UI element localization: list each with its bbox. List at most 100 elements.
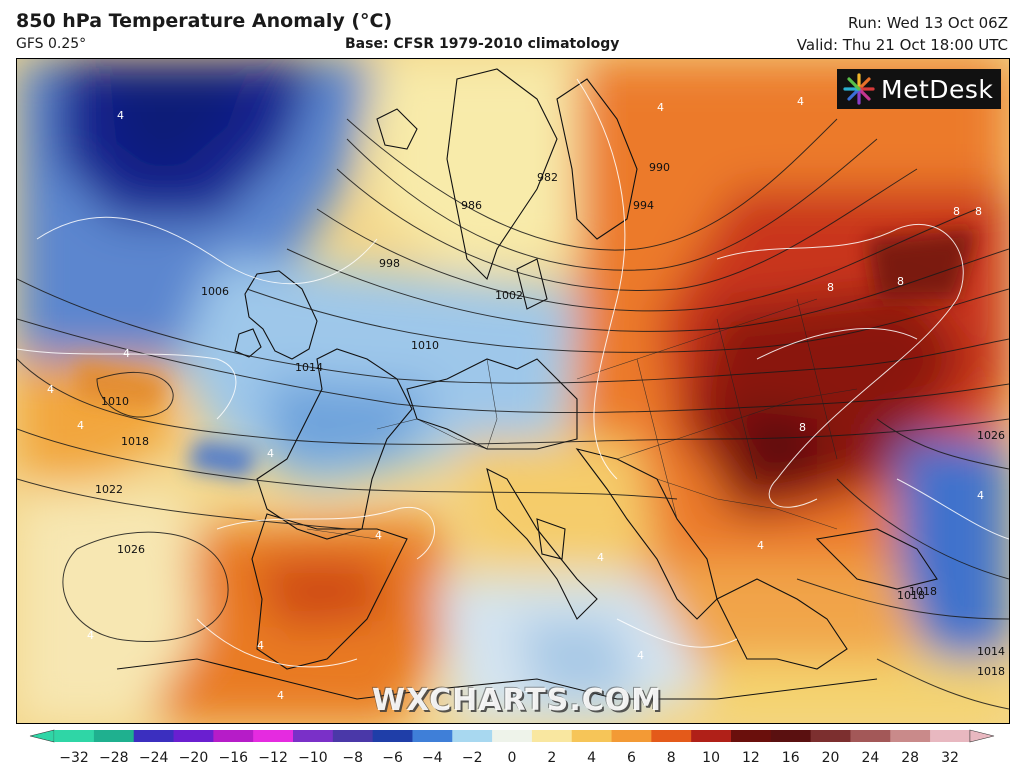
colorbar-max-arrow [969,729,995,743]
colorbar-swatch [930,730,971,742]
colorbar-swatch [531,730,573,742]
colorbar-swatch [651,730,692,742]
anomaly-label: 4 [757,539,764,552]
colorbar-tick-label: 24 [861,750,880,766]
anomaly-label: 4 [117,109,124,122]
colorbar-swatch [412,730,453,742]
anomaly-label: 4 [597,551,604,564]
anomaly-label: 4 [657,101,664,114]
colorbar-tick-label: 12 [741,750,760,766]
anomaly-label: 4 [257,639,264,652]
colorbar-swatch [93,730,135,742]
isobar-label: 1014 [977,645,1005,658]
colorbar-swatch [611,730,652,742]
isobar-label: 1002 [495,289,523,302]
colorbar-swatch [293,730,334,742]
anomaly-label: 4 [977,489,984,502]
isobar-label: 1026 [117,543,145,556]
anomaly-label: 4 [77,419,84,432]
colorbar-tick-label: 28 [901,750,920,766]
anomaly-contours [17,78,1009,668]
colorbar-swatch [332,730,374,742]
anomaly-field [17,59,1009,723]
colorbar-swatch [492,730,533,742]
colorbar-swatch [850,730,891,742]
isobar-label: 1018 [121,435,149,448]
colorbar-tick-label: −10 [298,750,328,766]
anomaly-label: 4 [277,689,284,702]
isobar-label: 1018 [909,585,937,598]
colorbar-tick-label: −24 [138,750,169,766]
map-canvas: 1002998986982990994100610101014101010181… [17,59,1009,723]
anomaly-label: 8 [953,205,960,218]
isobar-label: 998 [379,257,400,270]
isobar-label: 1018 [897,589,925,602]
colorbar-min-arrow [29,729,55,743]
colorbar-tick-label: 0 [507,750,517,766]
colorbar-swatch [890,730,931,742]
isobar-label: 1010 [101,395,129,408]
colorbar-tick-label: 8 [666,750,676,766]
country-borders [306,298,858,540]
colorbar-tick-label: −6 [382,750,403,766]
colorbar-strip [29,729,995,743]
isobar-label: 994 [633,199,654,212]
colorbar-swatch [452,730,493,742]
colorbar-tick-label: 10 [702,750,720,766]
colorbar-swatch [691,730,732,742]
logo-text: MetDesk [881,74,994,104]
anomaly-label: 4 [797,95,804,108]
anomaly-label: 8 [799,421,806,434]
colorbar-swatch [253,730,294,742]
isobar-label: 1014 [295,361,323,374]
valid-time-label: Valid: Thu 21 Oct 18:00 UTC [796,36,1008,54]
anomaly-label: 4 [637,649,644,662]
colorbar-tick-label: −4 [422,750,443,766]
base-climatology-label: Base: CFSR 1979-2010 climatology [345,36,620,52]
anomaly-label: 4 [375,529,382,542]
colorbar-swatch [571,730,613,742]
colorbar-swatch [731,730,772,742]
colorbar-tick-label: −2 [461,750,483,766]
colorbar-tick-label: 32 [941,750,959,766]
isobars [17,118,1009,710]
chart-title: 850 hPa Temperature Anomaly (°C) [16,10,393,32]
colorbar-tick-label: 20 [821,750,840,766]
isobar-label: 986 [461,199,482,212]
colorbar-tick-label: 16 [781,750,800,766]
anomaly-map[interactable]: 1002 998 986 982 990 994 1006 1010 1014 1010 1018 1… [16,58,1010,724]
colorbar-tick-label: −16 [218,750,249,766]
isobar-label: 990 [649,161,670,174]
anomaly-label: 8 [827,281,834,294]
colorbar-swatch [810,730,851,742]
anomaly-label: 4 [87,629,94,642]
metdesk-logo: MetDesk [837,69,1001,109]
colorbar-swatch [770,730,812,742]
isobar-labels: 1002998986982990994100610101014101010181… [95,161,1005,678]
colorbar-tick-label: −12 [258,750,288,766]
colorbar-tick-label: −32 [59,750,89,766]
colorbar-swatch [54,730,95,742]
anomaly-label: 4 [123,347,130,360]
run-time-label: Run: Wed 13 Oct 06Z [848,14,1008,32]
isobar-label: 1018 [977,665,1005,678]
isobar-label: 1006 [201,285,229,298]
metdesk-starburst-icon [843,73,875,105]
anomaly-label: 8 [897,275,904,288]
coastlines [116,68,938,700]
colorbar-swatch [213,730,254,742]
isobar-label: 1010 [411,339,439,352]
colorbar: −32 −28 −24 −20 −16 −12 −10 −8 −6 −4 −2 0 2 4 6 8 10 12 16… [0,728,1024,784]
isobar-label: 1022 [95,483,123,496]
anomaly-label: 4 [47,383,54,396]
colorbar-tick-label: 6 [626,750,636,766]
watermark: WXCHARTS.COM [372,683,663,718]
anomaly-label: 4 [267,447,274,460]
colorbar-tick-label: −20 [178,750,209,766]
colorbar-tick-label: 2 [547,750,557,766]
isobar-label: 982 [537,171,558,184]
colorbar-swatch [173,730,214,742]
colorbar-tick-label: −8 [342,750,364,766]
colorbar-swatch [372,730,413,742]
anomaly-label: 8 [975,205,982,218]
